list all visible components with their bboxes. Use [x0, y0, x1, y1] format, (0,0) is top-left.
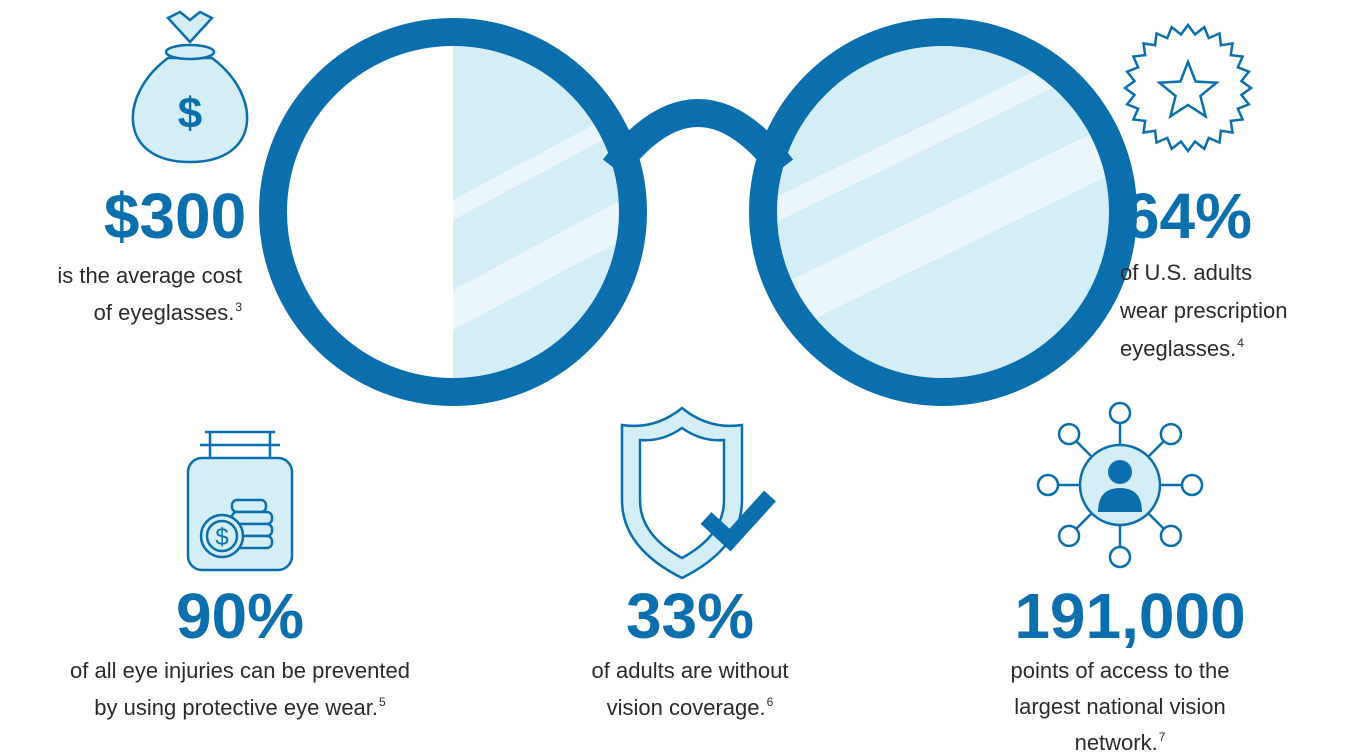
spoke — [1147, 512, 1165, 530]
spoke — [1075, 512, 1093, 530]
description-line: network. — [1075, 730, 1158, 754]
stat-description: of eyeglasses.3 — [94, 300, 243, 325]
node — [1057, 422, 1081, 446]
stat-description: of U.S. adults — [1120, 260, 1252, 285]
stat-description: is the average cost — [57, 263, 242, 288]
stat-value: 90% — [176, 580, 304, 652]
network-icon — [1036, 401, 1204, 569]
badge-icon — [1122, 22, 1254, 154]
icon-label: $ — [215, 524, 228, 551]
footnote: 6 — [767, 695, 774, 709]
stat-value: 64% — [1124, 180, 1252, 252]
stat-description: of all eye injuries can be prevented — [70, 658, 410, 683]
stat-description: network.7 — [1075, 730, 1166, 754]
stat-description: eyeglasses.4 — [1120, 336, 1244, 361]
stat-value: $300 — [104, 180, 246, 252]
footnote: 5 — [379, 695, 386, 709]
node — [1108, 401, 1132, 425]
spoke — [1147, 440, 1165, 458]
icon-label: $ — [178, 89, 202, 138]
description-line: largest national vision — [1014, 694, 1226, 719]
node — [1159, 422, 1183, 446]
description-line: of U.S. adults — [1120, 260, 1252, 285]
description-line: of all eye injuries can be prevented — [70, 658, 410, 683]
stat-description: of adults are without — [592, 658, 789, 683]
stat-description: by using protective eye wear.5 — [94, 695, 386, 720]
description-line: wear prescription — [1119, 298, 1288, 323]
description-line: points of access to the — [1011, 658, 1230, 683]
node — [1108, 545, 1132, 569]
stat-description: points of access to the — [1011, 658, 1230, 683]
stat-description: largest national vision — [1014, 694, 1226, 719]
description-line: is the average cost — [57, 263, 242, 288]
description-line: of adults are without — [592, 658, 789, 683]
description-line: eyeglasses. — [1120, 336, 1236, 361]
footnote: 3 — [235, 300, 242, 314]
node — [1159, 524, 1183, 548]
node — [1057, 524, 1081, 548]
description-line: of eyeglasses. — [94, 300, 235, 325]
node — [1180, 473, 1204, 497]
stat-description: wear prescription — [1119, 298, 1288, 323]
jar-icon: $ — [186, 430, 294, 572]
shield-icon — [620, 406, 776, 580]
footnote: 4 — [1237, 336, 1244, 350]
description-line: by using protective eye wear. — [94, 695, 378, 720]
glasses — [259, 18, 1137, 406]
spoke — [1075, 440, 1093, 458]
stat-description: vision coverage.6 — [607, 695, 774, 720]
stat-value: 33% — [626, 580, 754, 652]
money-bag-icon: $ — [131, 10, 249, 164]
description-line: vision coverage. — [607, 695, 766, 720]
stat-value: 191,000 — [1014, 580, 1245, 652]
node — [1036, 473, 1060, 497]
footnote: 7 — [1159, 730, 1166, 744]
